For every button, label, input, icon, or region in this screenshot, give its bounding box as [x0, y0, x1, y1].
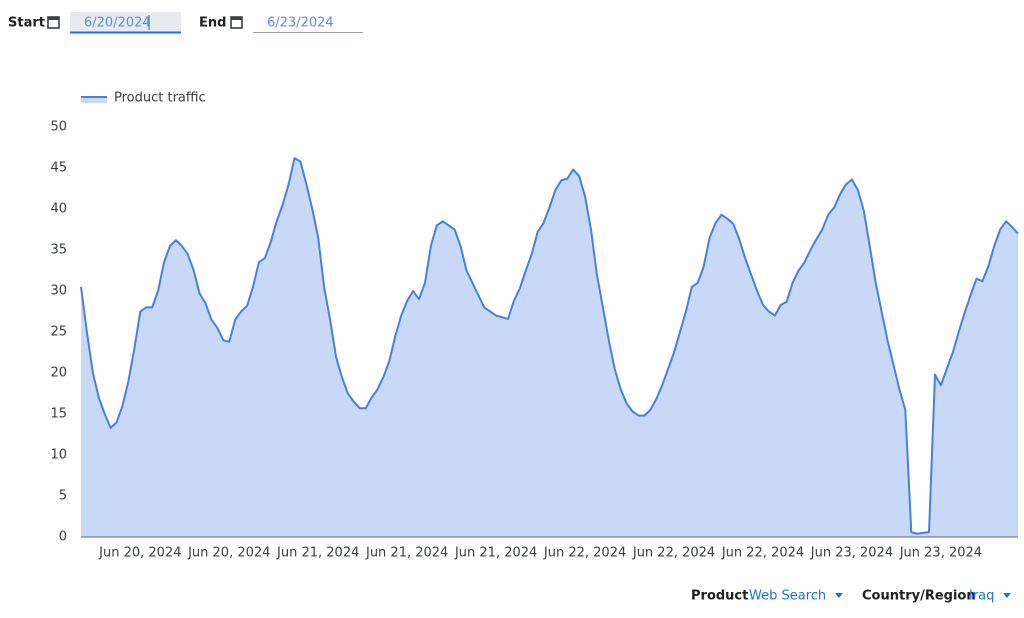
dropdown-arrow: [835, 593, 843, 598]
start-label: Start: [8, 16, 45, 31]
y-tick-label: 50: [50, 120, 67, 135]
calendar-icon: [47, 16, 60, 29]
product-value: Web Search: [749, 589, 826, 604]
y-tick-label: 20: [50, 366, 67, 381]
x-tick-label: Jun 22, 2024: [632, 546, 715, 561]
x-tick-label: Jun 22, 2024: [721, 546, 804, 561]
chart: 0 5 10 15 20 25 30 35 40 45 50 Jun 20, 2024 Jun 20, …: [50, 91, 1019, 561]
line: [80, 157, 1019, 535]
y-tick-label: 10: [50, 448, 67, 463]
x-tick-label: Jun 23, 2024: [899, 546, 982, 561]
x-tick-label: Jun 21, 2024: [365, 546, 448, 561]
y-tick-label: 15: [50, 407, 67, 422]
x-tick-label: Jun 22, 2024: [543, 546, 626, 561]
product-label: Product: [691, 589, 748, 604]
y-tick-label: 35: [50, 243, 67, 258]
start-date-field[interactable]: 6/20/2024: [70, 12, 181, 34]
region-value: Iraq: [969, 589, 994, 604]
y-tick-label: 0: [59, 530, 67, 545]
end-date-field[interactable]: 6/23/2024: [253, 16, 363, 33]
y-tick-label: 25: [50, 325, 67, 340]
area: [81, 158, 1018, 537]
y-tick-label: 30: [50, 284, 67, 299]
end-label: End: [199, 16, 226, 31]
region-label: Country/Region: [862, 589, 976, 604]
y-tick-label: 45: [50, 161, 67, 176]
end-date: 6/23/2024: [267, 16, 334, 31]
x-tick-label: Jun 21, 2024: [454, 546, 537, 561]
x-tick-label: Jun 23, 2024: [810, 546, 893, 561]
start-date: 6/20/2024: [84, 16, 151, 31]
y-tick-label: 40: [50, 202, 67, 217]
x-tick-label: Jun 20, 2024: [187, 546, 270, 561]
product-dropdown[interactable]: Web Search: [749, 589, 843, 604]
region-dropdown[interactable]: Iraq: [969, 589, 1011, 604]
x-tick-label: Jun 20, 2024: [98, 546, 181, 561]
x-tick-label: Jun 21, 2024: [276, 546, 359, 561]
y-tick-label: 5: [59, 489, 67, 504]
legend-label: Product traffic: [114, 91, 206, 106]
legend-swatch: [81, 96, 107, 103]
dropdown-arrow: [1003, 593, 1011, 598]
calendar-icon: [230, 16, 243, 29]
